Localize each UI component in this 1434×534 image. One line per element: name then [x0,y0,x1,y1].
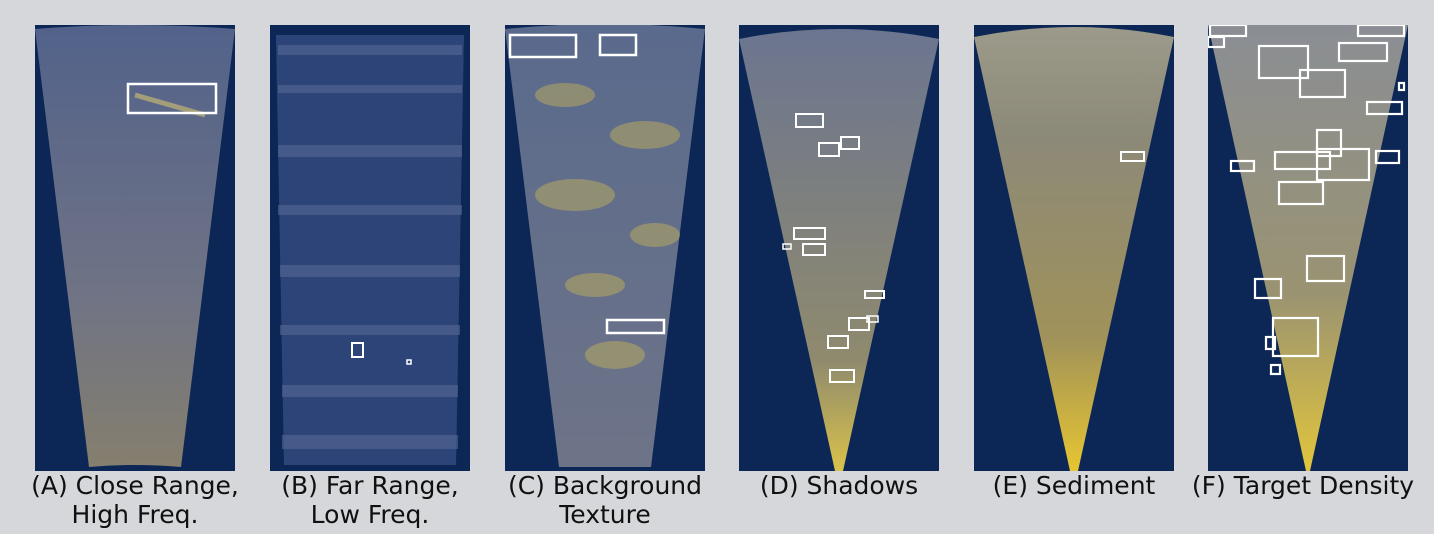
sonar-fan [739,29,939,471]
target-box [1277,180,1325,206]
target-box [1298,68,1347,99]
panel-c-sonar-image [505,25,705,471]
target-box [351,342,364,358]
target-box [1257,44,1310,80]
target-streak [134,92,206,118]
target-box [782,243,792,250]
panel-d-sonar-image [739,25,939,471]
target-box [126,82,218,115]
target-box [1273,150,1332,171]
target-box [1253,277,1283,300]
panel-f-sonar-image [1208,25,1408,471]
panel-b-caption: (B) Far Range, Low Freq. [281,471,459,529]
target-box [605,318,666,335]
target-box [406,359,412,365]
target-box [1120,151,1145,162]
target-box [829,369,855,383]
panel-c-caption: (C) Background Texture [507,471,703,529]
target-box [866,315,879,323]
sonar-fan [1208,25,1408,471]
sonar-fan [35,25,235,467]
sonar-fan [974,27,1174,471]
target-box [1208,25,1248,38]
panel-b-sonar-image [270,25,470,471]
panel-f-caption: (F) Target Density [1191,471,1415,500]
target-box [598,33,638,57]
panel-e-sonar-image [974,25,1174,471]
target-box [827,335,849,349]
target-box [1229,159,1256,173]
target-box [508,33,578,59]
range-bands [278,45,462,449]
target-box [795,113,824,128]
sonar-fan [276,35,464,465]
target-box [1337,41,1389,63]
target-box [1365,100,1404,116]
target-box [793,227,826,240]
target-box [1208,35,1226,49]
target-box [1269,363,1282,376]
target-box [848,317,870,331]
target-box [802,243,826,256]
target-box [818,142,840,157]
target-box [864,290,885,299]
panel-d-caption: (D) Shadows [759,471,919,500]
panel-a-caption: (A) Close Range, High Freq. [31,471,239,529]
target-box [1356,25,1406,38]
target-box [1305,254,1346,283]
panel-a-sonar-image [35,25,235,471]
target-box [1374,149,1401,165]
texture-patches [535,83,680,369]
sonar-fan [505,25,705,467]
target-box [1397,81,1406,92]
target-boxes [1208,25,1406,376]
target-box [1315,147,1371,182]
target-box [840,136,860,150]
panel-e-caption: (E) Sediment [992,471,1156,500]
target-box [1264,335,1277,351]
